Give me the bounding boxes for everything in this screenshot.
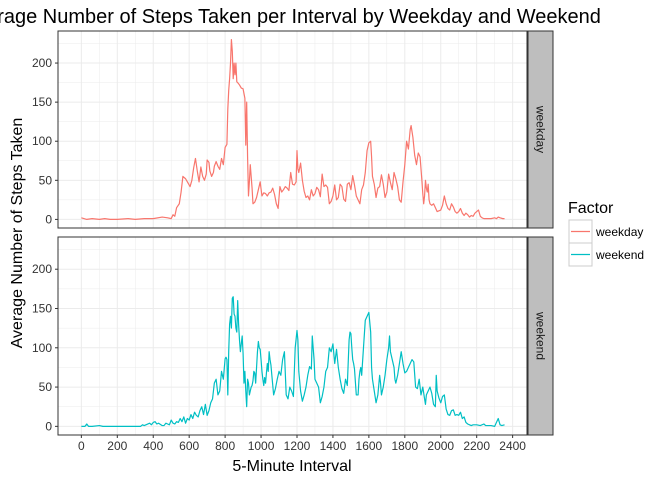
x-tick-label: 2200 [463, 439, 490, 453]
x-tick-label: 1800 [391, 439, 418, 453]
y-axis-title: Average Number of Steps Taken [9, 118, 26, 349]
y-tick-label: 150 [32, 302, 52, 316]
legend-label: weekend [595, 248, 644, 262]
legend-item-weekend: weekend [568, 242, 644, 267]
x-tick-label: 1200 [284, 439, 311, 453]
facet-strip-label: weekday [534, 105, 548, 153]
legend-label: weekday [595, 225, 643, 239]
facet-strip [527, 236, 554, 436]
x-tick-label: 1400 [320, 439, 347, 453]
x-tick-label: 2000 [427, 439, 454, 453]
x-axis-title: 5-Minute Interval [232, 458, 351, 475]
x-axis: 0 200 400 600 800 1000 1200 1400 1600 1800 2000 220… [78, 435, 526, 453]
x-tick-label: 1600 [356, 439, 383, 453]
x-tick-label: 400 [143, 439, 163, 453]
x-tick-label: 200 [107, 439, 127, 453]
panel-background [58, 237, 527, 435]
panel-border [57, 236, 528, 436]
panel-weekend: 0 50 100 150 200 weekend [32, 236, 554, 436]
y-tick-label: 50 [39, 380, 53, 394]
facet-strip-label: weekend [534, 311, 548, 360]
y-tick-label: 100 [32, 341, 52, 355]
panel-border [57, 30, 528, 229]
series-line-weekend [81, 296, 505, 427]
y-tick-label: 200 [32, 262, 52, 276]
series-line-weekday [81, 39, 505, 220]
y-tick-label: 150 [32, 95, 52, 109]
y-tick-label: 0 [45, 212, 52, 226]
x-tick-label: 0 [78, 439, 85, 453]
x-tick-label: 600 [179, 439, 199, 453]
panels: 0 50 100 150 200 weekday 0 50 100 150 200 weekend 0 2… [32, 30, 554, 453]
y-tick-label: 50 [39, 173, 53, 187]
y-tick-label: 0 [45, 419, 52, 433]
y-tick-label: 100 [32, 134, 52, 148]
y-tick-label: 200 [32, 56, 52, 70]
legend-title: Factor [568, 200, 614, 217]
chart-title: Average Number of Steps Taken per Interv… [0, 6, 601, 28]
x-tick-label: 1000 [248, 439, 275, 453]
panel-background [58, 31, 527, 228]
x-tick-label: 2400 [499, 439, 526, 453]
panel-weekday: 0 50 100 150 200 weekday [32, 30, 554, 229]
x-tick-label: 800 [215, 439, 235, 453]
facet-strip [527, 30, 554, 229]
legend-item-weekday: weekday [568, 219, 643, 244]
legend: Factor weekday weekend [568, 200, 644, 267]
